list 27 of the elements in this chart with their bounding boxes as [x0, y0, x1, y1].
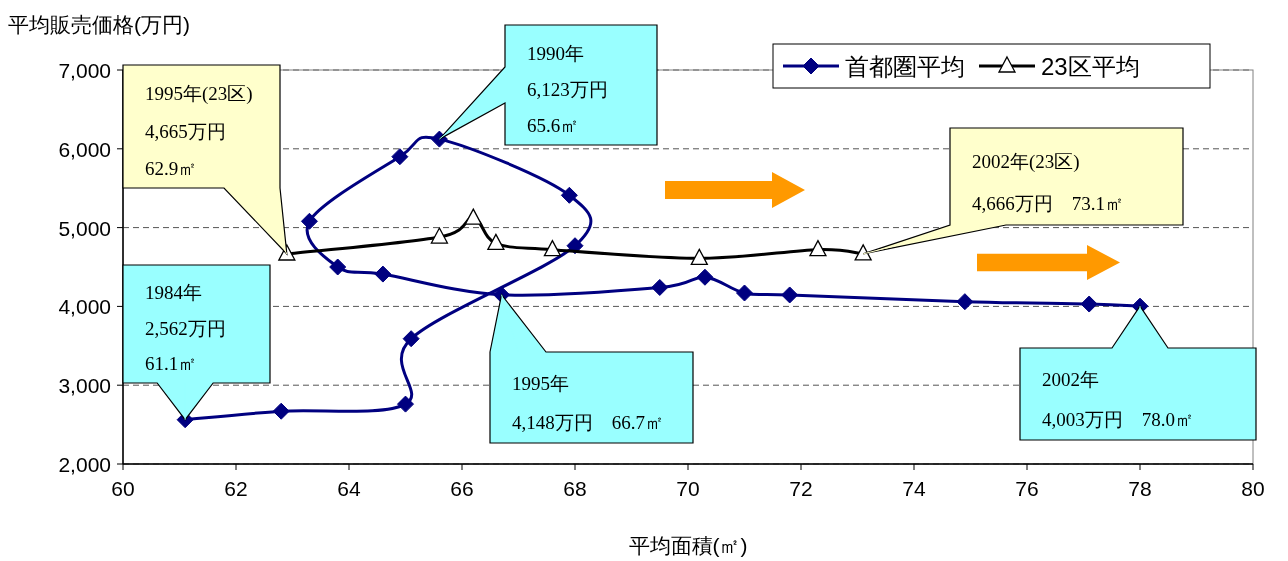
x-tick-label: 64: [337, 477, 361, 500]
x-tick-label: 72: [789, 477, 813, 500]
annotation: 2002年(23区) 4,666万円 73.1㎡: [972, 151, 1124, 215]
annotation: 1995年(23区) 4,665万円 62.9㎡: [145, 83, 253, 179]
y-tick-label: 6,000: [58, 137, 111, 161]
x-tick-label: 66: [450, 477, 474, 500]
x-tick-label: 80: [1241, 477, 1265, 500]
x-axis-title: 平均面積(㎡): [628, 534, 748, 557]
annotation: 2002年 4,003万円 78.0㎡: [1042, 369, 1194, 430]
x-tick-label: 74: [902, 477, 926, 500]
y-tick-label: 5,000: [58, 216, 111, 240]
y-axis-title: 平均販売価格(万円): [8, 13, 190, 36]
y-tick-label: 4,000: [58, 295, 111, 319]
x-tick-label: 62: [224, 477, 248, 500]
annotation: 1995年 4,148万円 66.7㎡: [512, 372, 664, 434]
y-tick-label: 3,000: [58, 374, 111, 398]
x-tick-label: 70: [676, 477, 700, 500]
x-tick-label: 78: [1128, 477, 1152, 500]
annotation: 1984年 2,562万円 61.1㎡: [145, 281, 226, 375]
x-tick-label: 60: [111, 477, 135, 500]
legend-label: 首都圏平均: [845, 53, 965, 80]
annotation: 1990年 6,123万円 65.6㎡: [527, 42, 608, 137]
legend-label: 23区平均: [1041, 53, 1140, 80]
x-tick-label: 68: [563, 477, 587, 500]
x-tick-label: 76: [1015, 477, 1039, 500]
y-tick-label: 7,000: [58, 59, 111, 82]
y-tick-label: 2,000: [58, 453, 111, 476]
